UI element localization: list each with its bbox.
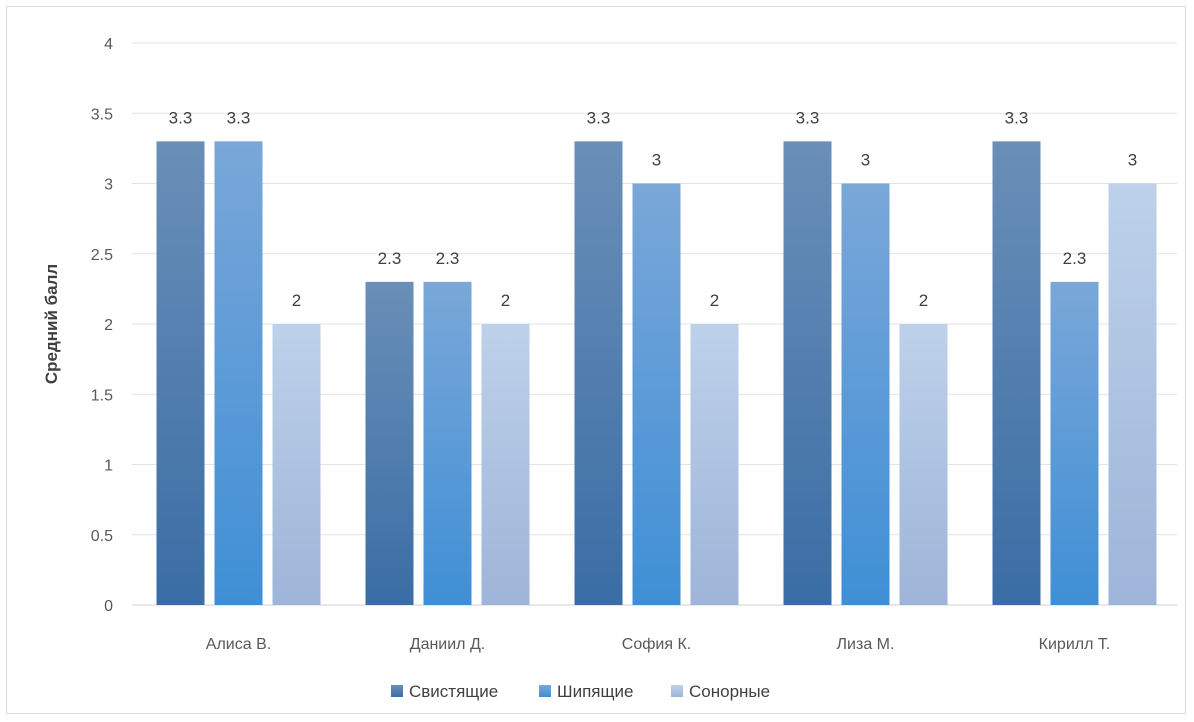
y-axis-title: Средний балл [42, 264, 61, 384]
legend: Свистящие Шипящие Сонорные [391, 682, 770, 701]
bar-2-2 [690, 324, 739, 605]
data-label: 3 [1128, 151, 1137, 170]
bar-0-2 [574, 141, 623, 605]
y-tick-label: 0 [104, 598, 113, 615]
legend-label: Сонорные [689, 682, 770, 701]
data-label: 3 [861, 151, 870, 170]
data-labels: 3.3 3.3 2 2.3 2.3 2 3.3 3 2 3.3 3 2 3.3 2.3 3 [169, 108, 1138, 310]
data-label: 3.3 [796, 108, 820, 127]
y-tick-label: 3 [104, 177, 113, 194]
y-tick-label: 0.5 [91, 528, 113, 545]
bars [156, 141, 1157, 605]
bar-0-4 [992, 141, 1041, 605]
x-category-label: София К. [622, 636, 691, 653]
bar-2-3 [899, 324, 948, 605]
data-label: 2 [501, 291, 510, 310]
bar-chart: 00.511.522.533.54 3.3 3.322.3 2.323.3323.3… [42, 36, 1177, 701]
bar-1-2 [632, 183, 681, 605]
bar-1-0 [214, 141, 263, 605]
legend-item: Шипящие [539, 682, 633, 701]
x-axis-categories: Алиса В. Даниил Д. София К. Лиза М. Кирилл Т… [206, 636, 1111, 653]
data-label: 3.3 [227, 108, 251, 127]
data-label: 2.3 [436, 249, 460, 268]
bar-1-1 [423, 281, 472, 605]
data-label: 2 [919, 291, 928, 310]
x-category-label: Лиза М. [837, 636, 895, 653]
y-tick-label: 3.5 [91, 106, 113, 123]
data-label: 3.3 [587, 108, 611, 127]
legend-label: Шипящие [557, 682, 633, 701]
bar-2-0 [272, 324, 321, 605]
x-category-label: Кирилл Т. [1039, 636, 1111, 653]
bar-0-1 [365, 281, 414, 605]
legend-label: Свистящие [409, 682, 498, 701]
bar-0-0 [156, 141, 205, 605]
bar-1-4 [1050, 281, 1099, 605]
legend-item: Сонорные [671, 682, 770, 701]
x-category-label: Даниил Д. [410, 636, 486, 653]
data-label: 2.3 [1063, 249, 1087, 268]
bar-0-3 [783, 141, 832, 605]
data-label: 2 [292, 291, 301, 310]
data-label: 3.3 [1005, 108, 1029, 127]
legend-item: Свистящие [391, 682, 498, 701]
legend-swatch [391, 685, 403, 697]
legend-swatch [539, 685, 551, 697]
y-tick-label: 2.5 [91, 247, 113, 264]
y-tick-label: 1.5 [91, 387, 113, 404]
bar-1-3 [841, 183, 890, 605]
x-category-label: Алиса В. [206, 636, 271, 653]
y-tick-label: 1 [104, 458, 113, 475]
chart-frame: 0 0.5 1 1.5 2 2.5 3 3.5 4 3.3 3.3 2 2.3 2.3 2 3.3 3 2 3.3… [6, 6, 1186, 714]
bar-2-4 [1108, 183, 1157, 605]
legend-swatch [671, 685, 683, 697]
y-axis-ticks: 0 0.5 1 1.5 2 2.5 3 3.5 4 [91, 36, 113, 615]
data-label: 2.3 [378, 249, 402, 268]
y-tick-label: 2 [104, 317, 113, 334]
data-label: 3 [652, 151, 661, 170]
y-tick-label: 4 [104, 36, 113, 53]
data-label: 3.3 [169, 108, 193, 127]
bar-2-1 [481, 324, 530, 605]
data-label: 2 [710, 291, 719, 310]
